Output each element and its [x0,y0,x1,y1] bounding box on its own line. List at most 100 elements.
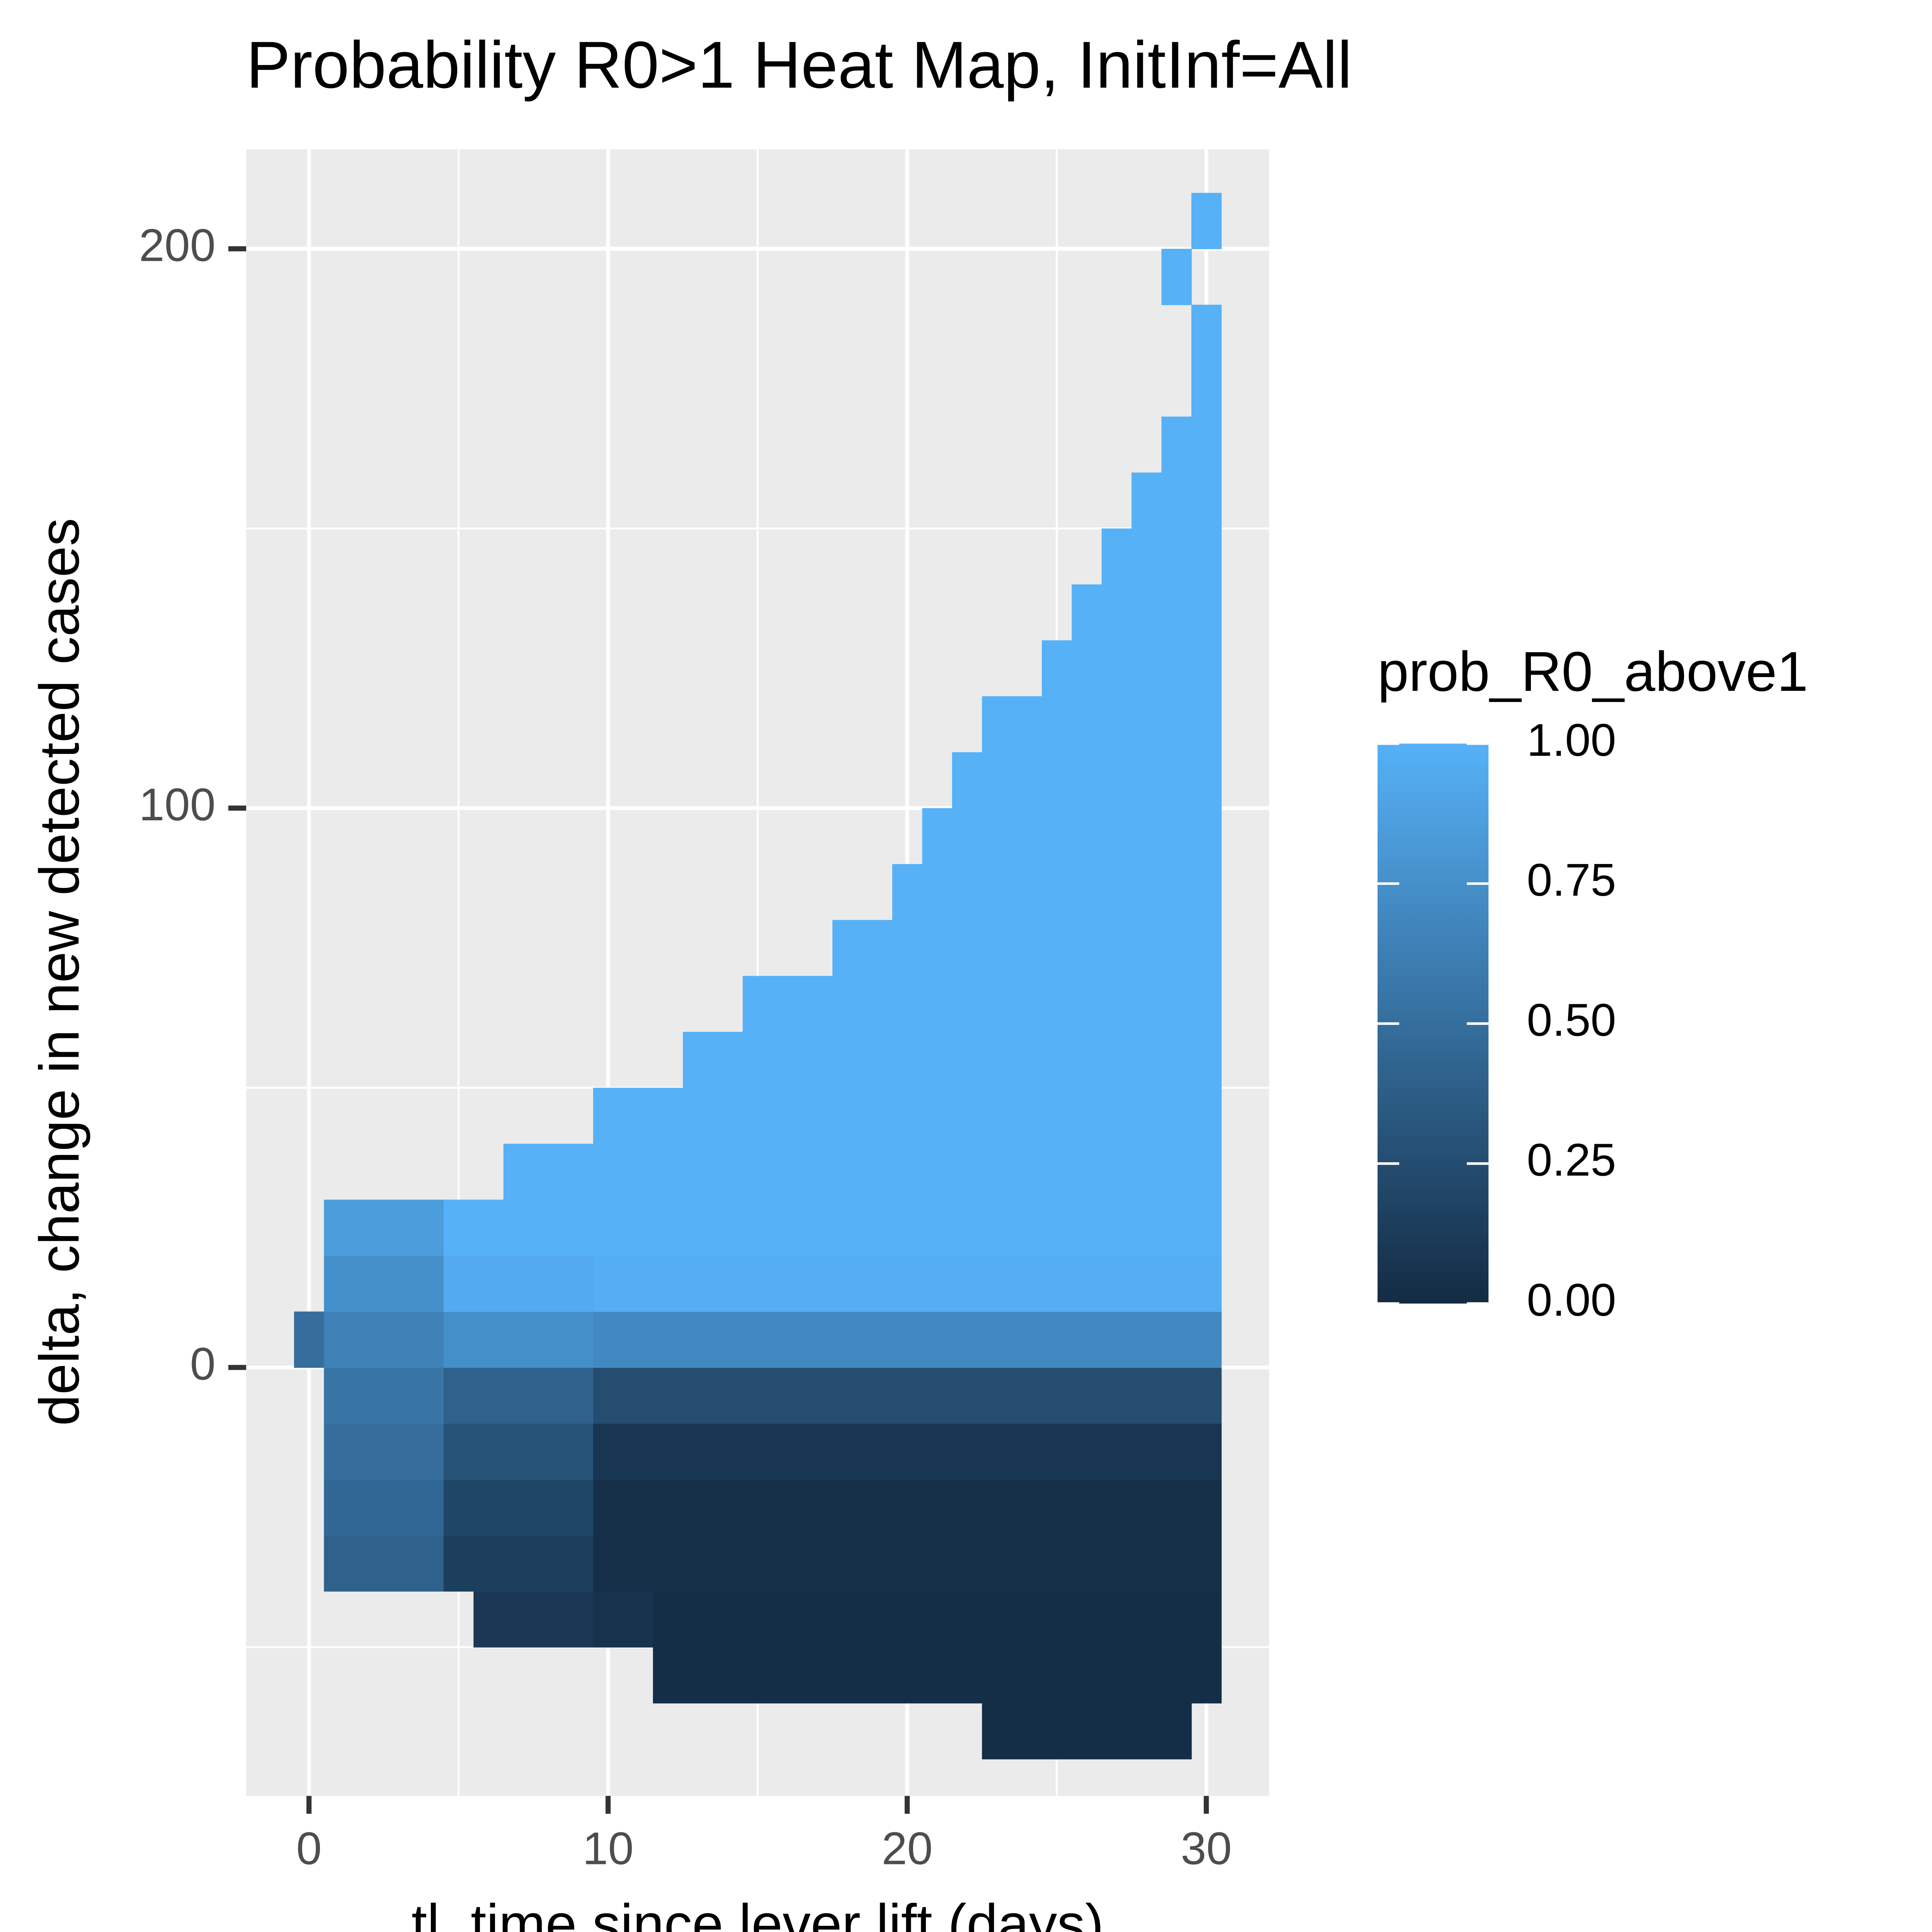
heat-cell [683,1423,713,1480]
x-tick-label: 10 [583,1823,634,1874]
heat-cell [713,1423,743,1480]
heat-cell [892,1479,923,1536]
heat-cell [623,1479,653,1536]
heat-cell [533,1423,564,1480]
heat-cell [1101,1367,1132,1424]
heat-cell [922,1591,952,1648]
heat-cell [892,1143,923,1200]
heat-cell [922,1143,952,1200]
heat-cell [922,808,952,865]
heat-cell [503,1143,534,1200]
heat-cell [354,1535,384,1592]
heat-cell [324,1423,354,1480]
heat-cell [683,1032,713,1088]
heat-cell [413,1423,444,1480]
heat-cell [1071,1088,1102,1144]
heat-cell [862,1591,893,1648]
heat-cell [952,1367,983,1424]
heat-cell [503,1255,534,1312]
heat-cell [1042,920,1072,976]
heat-cell [1012,1647,1043,1704]
heat-cell [563,1367,594,1424]
heat-cell [653,1255,684,1312]
heat-cell [503,1199,534,1256]
heat-cell [1191,920,1222,976]
heat-cell [952,1255,983,1312]
heat-cell [1042,1367,1072,1424]
heat-cell [772,1647,803,1704]
heat-cell [1161,920,1192,976]
heat-cell [1191,752,1222,809]
heat-cell [1191,1143,1222,1200]
heat-cell [1191,1479,1222,1536]
heat-cell [1191,1032,1222,1088]
heat-cell [623,1423,653,1480]
heat-cell [743,1088,773,1144]
heat-cell [503,1311,534,1368]
heat-cell [982,1255,1012,1312]
heat-cell [982,752,1012,809]
heat-cell [1042,1199,1072,1256]
heat-cell [384,1311,414,1368]
heat-cell [593,1535,624,1592]
heat-cell [982,808,1012,865]
heat-cell [862,1311,893,1368]
heat-cell [653,1199,684,1256]
heat-cell [354,1311,384,1368]
heat-cell [1131,472,1162,529]
heat-cell [862,920,893,976]
heat-cell [1071,808,1102,865]
x-tick-label: 0 [296,1823,322,1874]
heat-cell [1191,361,1222,417]
heat-cell [1071,1479,1102,1536]
heat-cell [1131,976,1162,1032]
colorbar-label: 0.25 [1527,1134,1616,1186]
heat-cell [653,1143,684,1200]
heat-cell [1071,584,1102,641]
heat-cell [593,1367,624,1424]
heat-cell [1101,1088,1132,1144]
heat-cell [1161,1647,1192,1704]
heat-cell [982,1088,1012,1144]
heat-cell [892,1088,923,1144]
heat-cell [1071,1591,1102,1648]
heat-cell [1042,1088,1072,1144]
heat-cell [862,1423,893,1480]
heat-cell [1131,1032,1162,1088]
heat-cell [1012,1479,1043,1536]
heat-cell [832,1032,863,1088]
heat-cell [1101,1143,1132,1200]
heat-cell [982,920,1012,976]
heat-cell [802,1143,833,1200]
heat-cell [1131,528,1162,585]
heat-cell [922,976,952,1032]
heat-cell [563,1255,594,1312]
y-tick-label: 100 [139,779,216,830]
heat-cell [1012,696,1043,753]
heat-cell [713,1647,743,1704]
heat-cell [982,1535,1012,1592]
heat-cell [1071,1255,1102,1312]
heat-cell [772,1479,803,1536]
heat-cell [1071,1367,1102,1424]
heat-cell [623,1199,653,1256]
heat-cell [892,1199,923,1256]
heat-cell [832,920,863,976]
heat-cell [802,1255,833,1312]
heat-cell [892,1255,923,1312]
heat-cell [743,1311,773,1368]
heat-cell [1131,1479,1162,1536]
heat-cell [1042,864,1072,920]
heat-cell [1191,584,1222,641]
heat-cell [713,1479,743,1536]
heat-cell [1042,1143,1072,1200]
heat-cell [1131,1591,1162,1648]
heat-cell [653,1088,684,1144]
heat-cell [683,1647,713,1704]
heat-cell [952,920,983,976]
heat-cell [952,1647,983,1704]
heat-cell [1131,640,1162,697]
heat-cell [982,864,1012,920]
